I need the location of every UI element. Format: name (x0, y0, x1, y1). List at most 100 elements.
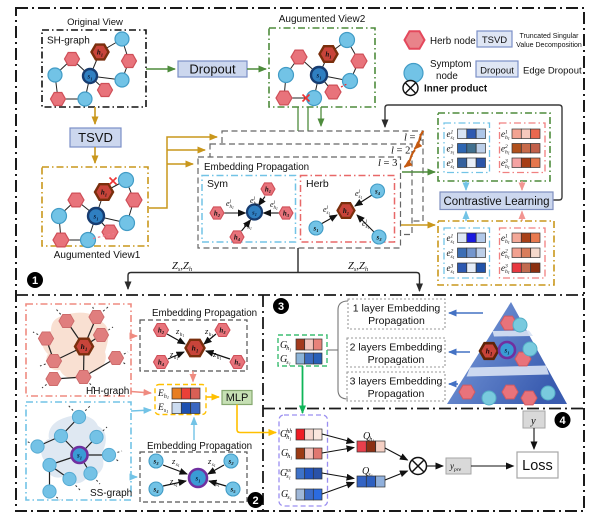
svg-text:e: e (355, 189, 359, 198)
svg-text:h1: h1 (192, 344, 199, 355)
svg-text:s3: s3 (152, 457, 159, 466)
svg-text:Propagation: Propagation (368, 354, 425, 366)
svg-text:e: e (250, 196, 254, 205)
svg-text:s1: s1 (450, 254, 454, 260)
svg-text:e: e (323, 205, 327, 214)
svg-text:Herb node: Herb node (430, 36, 476, 47)
svg-text:s5: s5 (229, 485, 236, 494)
svg-text:h1: h1 (505, 164, 510, 170)
svg-text:G: G (280, 429, 287, 440)
svg-text:s1: s1 (503, 347, 509, 356)
svg-text:Value Decomposition: Value Decomposition (516, 42, 582, 49)
svg-text:e: e (447, 158, 451, 168)
svg-text:e: e (501, 144, 505, 154)
svg-text:s4: s4 (374, 187, 381, 196)
svg-text:s1: s1 (251, 210, 257, 218)
svg-text:s1: s1 (450, 239, 454, 245)
svg-text:HH-graph: HH-graph (86, 386, 129, 397)
svg-text:s3: s3 (375, 233, 382, 242)
svg-text:Augumented View2: Augumented View2 (279, 14, 366, 25)
svg-text:E: E (157, 389, 164, 399)
svg-text:s1: s1 (176, 462, 180, 468)
svg-text:G: G (281, 448, 288, 459)
svg-text:1: 1 (505, 130, 508, 136)
svg-text:h1: h1 (174, 355, 179, 361)
svg-text:G: G (280, 354, 287, 365)
svg-text:h1: h1 (209, 332, 214, 338)
svg-text:z: z (175, 326, 180, 336)
svg-text:e: e (447, 144, 451, 154)
svg-text:4: 4 (559, 415, 566, 427)
svg-text:h1: h1 (97, 49, 103, 58)
svg-text:Dropout: Dropout (189, 62, 236, 77)
svg-text:h1: h1 (254, 202, 259, 207)
svg-text:s1: s1 (194, 475, 200, 484)
svg-text:l: l (274, 201, 276, 206)
svg-text:Truncated Singular: Truncated Singular (520, 33, 580, 40)
svg-text:e: e (447, 248, 451, 258)
svg-text:h3: h3 (219, 326, 226, 335)
svg-text:pre: pre (453, 467, 462, 473)
svg-text:2: 2 (252, 495, 258, 507)
svg-text:h1: h1 (505, 135, 510, 141)
svg-text:s1: s1 (359, 195, 363, 200)
svg-text:h1: h1 (286, 434, 291, 441)
svg-text:s1: s1 (92, 213, 98, 222)
svg-text:e: e (226, 199, 230, 208)
svg-text:e: e (447, 129, 451, 139)
svg-text:e: e (501, 233, 505, 243)
svg-text:1: 1 (505, 234, 508, 240)
svg-text:h1: h1 (180, 332, 185, 338)
svg-text:h1: h1 (343, 207, 349, 216)
svg-text:Zs,Zh: Zs,Zh (348, 261, 368, 273)
svg-text:Embedding Propagation: Embedding Propagation (152, 308, 257, 319)
svg-text:l = 1: l = 1 (404, 133, 423, 144)
svg-text:Embedding Propagation: Embedding Propagation (204, 162, 309, 173)
svg-text:1: 1 (450, 130, 453, 136)
svg-text:e: e (501, 263, 505, 273)
svg-text:h1: h1 (81, 342, 88, 353)
svg-text:s1: s1 (86, 73, 92, 82)
svg-text:3: 3 (449, 264, 453, 270)
svg-text:s1: s1 (450, 135, 454, 141)
svg-text:1 layer Embedding: 1 layer Embedding (353, 303, 441, 315)
svg-text:E: E (157, 403, 164, 413)
svg-text:1: 1 (32, 275, 38, 287)
svg-text:h1: h1 (164, 394, 169, 400)
svg-text:h1: h1 (505, 254, 510, 260)
svg-text:Contrastive Learning: Contrastive Learning (443, 196, 549, 208)
svg-text:Zs,Zh: Zs,Zh (172, 261, 192, 273)
svg-text:s1: s1 (164, 408, 168, 414)
svg-text:e: e (501, 129, 505, 139)
svg-text:e: e (447, 233, 451, 243)
svg-text:s1: s1 (366, 225, 370, 230)
svg-text:Sym: Sym (207, 178, 228, 190)
svg-text:h1: h1 (101, 189, 107, 198)
svg-text:3: 3 (449, 159, 453, 165)
svg-text:l: l (254, 197, 256, 202)
svg-text:h1: h1 (486, 347, 493, 358)
svg-text:Edge Dropout: Edge Dropout (523, 66, 582, 77)
svg-text:3 layers Embedding: 3 layers Embedding (350, 376, 443, 388)
svg-text:z: z (169, 476, 174, 486)
svg-text:h1: h1 (217, 355, 222, 361)
svg-text:l: l (248, 221, 250, 226)
svg-text:s1: s1 (450, 269, 454, 275)
svg-text:h1: h1 (265, 185, 271, 194)
svg-text:e: e (501, 248, 505, 258)
svg-text:z: z (211, 476, 216, 486)
svg-text:e: e (362, 219, 366, 228)
svg-text:Symptom: Symptom (430, 59, 471, 70)
svg-text:s2: s2 (227, 457, 234, 466)
svg-text:z: z (212, 349, 217, 359)
svg-text:l: l (327, 206, 329, 211)
svg-text:h1: h1 (505, 150, 510, 156)
svg-text:Q: Q (363, 431, 371, 442)
svg-text:Q: Q (362, 466, 370, 477)
svg-text:s1: s1 (450, 150, 454, 156)
svg-text:z: z (204, 326, 209, 336)
svg-text:Propagation: Propagation (368, 388, 425, 400)
svg-text:z: z (207, 456, 212, 466)
svg-text:l: l (366, 220, 368, 225)
svg-text:2 layers Embedding: 2 layers Embedding (350, 342, 443, 354)
